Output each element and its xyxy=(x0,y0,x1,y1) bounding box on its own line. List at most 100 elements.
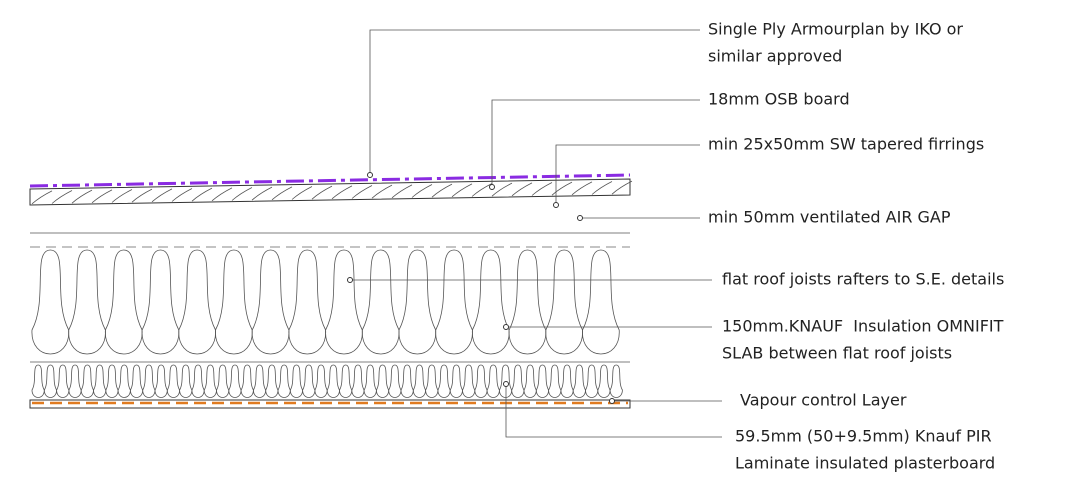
hatch xyxy=(371,184,393,199)
leader-dot xyxy=(503,324,509,330)
pir-lobe xyxy=(179,364,193,398)
insulation-lobe xyxy=(398,249,437,355)
hatch xyxy=(91,189,113,204)
pir-lobe xyxy=(474,364,488,398)
pir-lobe xyxy=(498,364,513,398)
hatch xyxy=(71,189,93,204)
pir-lobe xyxy=(388,364,402,398)
insulation-lobe xyxy=(288,249,327,355)
hatch xyxy=(511,182,533,197)
hatch xyxy=(111,189,133,203)
leader-line xyxy=(555,144,700,205)
hatch xyxy=(411,184,433,198)
leader-dot xyxy=(577,215,583,221)
insulation-lobe xyxy=(361,249,400,355)
pir-lobe xyxy=(142,364,156,398)
hatch xyxy=(531,182,553,196)
leader-dot xyxy=(609,398,615,404)
pir-lobe xyxy=(68,364,82,398)
pir-lobe xyxy=(585,364,599,398)
pir-lobe xyxy=(228,364,242,398)
roof-deck xyxy=(29,173,633,206)
pir-lobe xyxy=(351,364,365,398)
hatch xyxy=(131,188,153,203)
insulation-lobe xyxy=(582,249,620,355)
hatch xyxy=(451,183,473,198)
pir-lobe xyxy=(105,364,119,398)
pir-lobe xyxy=(462,364,476,398)
label-text: min 50mm ventilated AIR GAP xyxy=(708,208,951,227)
label-text: Vapour control Layer xyxy=(740,391,907,410)
pir-lobe xyxy=(314,364,328,398)
hatch xyxy=(51,190,73,204)
pir-lobe xyxy=(56,364,70,398)
insulation-lobe xyxy=(104,249,143,355)
label-text: Single Ply Armourplan by IKO or xyxy=(708,20,963,39)
insulation-lobe xyxy=(325,249,363,355)
hatch xyxy=(471,183,493,197)
pir-lobe xyxy=(93,364,107,398)
leader-line xyxy=(491,99,700,187)
pir-lobe xyxy=(203,364,217,398)
leader-dot xyxy=(347,277,353,283)
pir-lobe xyxy=(548,364,562,398)
hatch xyxy=(431,183,453,198)
plasterboard xyxy=(29,399,631,409)
pir-lobe xyxy=(191,364,205,398)
pir-lobe xyxy=(535,364,550,398)
insulation xyxy=(31,249,620,355)
hatch xyxy=(211,187,233,202)
pir-lobe xyxy=(597,364,611,398)
pir-lobe xyxy=(265,364,279,398)
hatch xyxy=(231,187,253,201)
label-text: min 25x50mm SW tapered firrings xyxy=(708,135,984,154)
pir-lobe xyxy=(80,364,94,398)
leader-line xyxy=(369,29,700,175)
pir-lobe xyxy=(511,364,525,398)
pir-lobe xyxy=(129,364,144,398)
pir-lobe xyxy=(560,364,574,398)
pir-lobe xyxy=(339,364,353,398)
pir-lobe xyxy=(363,364,377,398)
hatch xyxy=(291,186,313,200)
hatch xyxy=(251,186,273,201)
hatch xyxy=(491,182,513,197)
hatch xyxy=(391,184,413,199)
pir-lobe xyxy=(412,364,427,398)
label-text: 18mm OSB board xyxy=(708,90,850,109)
hatch xyxy=(611,180,633,195)
label-text: similar approved xyxy=(708,47,842,66)
hatch xyxy=(271,186,293,201)
pir-lobe xyxy=(400,364,414,398)
hatch xyxy=(31,190,53,205)
hatch xyxy=(571,181,593,196)
leader-dot xyxy=(489,184,495,190)
pir-lobe xyxy=(216,364,230,398)
hatch xyxy=(171,188,193,202)
label-text: flat roof joists rafters to S.E. details xyxy=(722,270,1004,289)
pir-lobe xyxy=(609,364,623,398)
label-text: Laminate insulated plasterboard xyxy=(735,454,995,473)
pir-lobe xyxy=(240,364,254,398)
insulation-lobe xyxy=(471,249,510,355)
pir-lobe xyxy=(302,364,316,398)
insulation-lobe xyxy=(435,249,473,355)
label-text: 59.5mm (50+9.5mm) Knauf PIR xyxy=(735,427,992,446)
pir-lobe xyxy=(375,364,390,398)
hatch xyxy=(591,181,613,195)
insulation-lobe xyxy=(141,249,180,355)
leader-dot xyxy=(553,202,559,208)
pir-lobe xyxy=(166,364,181,398)
hatch xyxy=(551,181,573,196)
pir-lobe xyxy=(43,364,58,398)
insulation-lobe xyxy=(545,249,583,355)
hatch xyxy=(311,185,333,200)
hatch xyxy=(331,185,353,200)
leader-dot xyxy=(367,172,373,178)
pir-lobe xyxy=(425,364,439,398)
hatch xyxy=(191,187,213,202)
labels: Single Ply Armourplan by IKO or similar a… xyxy=(708,20,1004,473)
pir-lobe xyxy=(326,364,340,398)
pir-lobe xyxy=(31,364,45,398)
